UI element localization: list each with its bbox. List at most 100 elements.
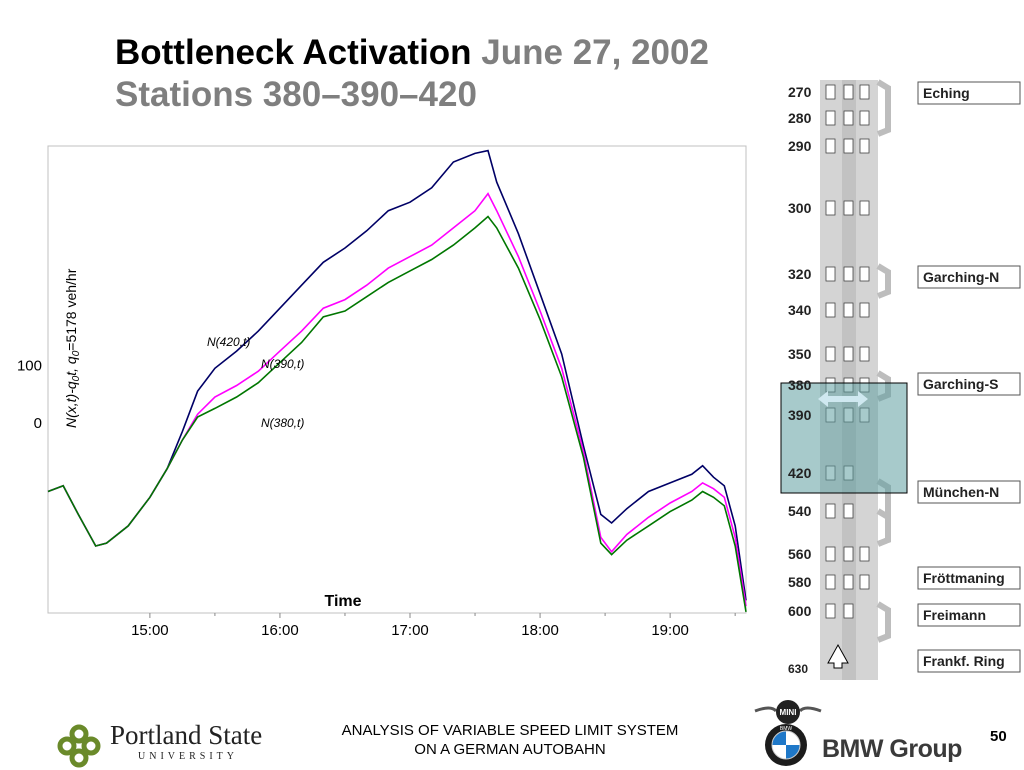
- annotation-n380: N(380,t): [261, 416, 304, 430]
- ramp: [876, 601, 891, 643]
- interchange-box: [917, 81, 1021, 105]
- station-label: 600: [788, 603, 812, 619]
- lane-sign-icon: [859, 110, 870, 126]
- x-tick-label: 18:00: [521, 622, 559, 639]
- interchange-label: Frankf. Ring: [923, 653, 1005, 669]
- interchange-label: Eching: [923, 85, 970, 101]
- x-tick-label: 16:00: [261, 622, 299, 639]
- x-tick-label: 17:00: [391, 622, 429, 639]
- lane-sign-icon: [859, 138, 870, 154]
- lane-sign-icon: [843, 503, 854, 519]
- page-number: 50: [990, 728, 1007, 745]
- lane-sign-icon: [843, 84, 854, 100]
- y-tick-label: 100: [17, 357, 42, 374]
- station-label: 560: [788, 546, 812, 562]
- title-date: June 27, 2002: [481, 33, 709, 72]
- interchange-label: Garching-N: [923, 269, 999, 285]
- station-label: 280: [788, 110, 812, 126]
- lane-sign-icon: [825, 346, 836, 362]
- bmw-text: BMW: [780, 726, 793, 732]
- interchange-box: [917, 566, 1021, 590]
- station-label: 390: [788, 407, 812, 423]
- annotation-n390: N(390,t): [261, 357, 304, 371]
- plot-area: [47, 145, 747, 614]
- station-label: 630: [788, 662, 808, 676]
- lane-sign-icon: [825, 110, 836, 126]
- interchange-label: Freimann: [923, 607, 986, 623]
- interchange-box: [917, 372, 1021, 396]
- footer-caption: ANALYSIS OF VARIABLE SPEED LIMIT SYSTEM …: [300, 721, 720, 759]
- psu-emblem-icon: [57, 724, 101, 768]
- bottleneck-arrow-icon: [818, 391, 868, 407]
- mini-text: MINI: [780, 708, 797, 717]
- station-label: 580: [788, 574, 812, 590]
- station-labels: 270 280 290 300 320 340 350 380 390 420 540 560 580 6…: [788, 84, 812, 676]
- y-tick-label: 0: [34, 415, 42, 432]
- direction-arrow-icon: [827, 643, 849, 669]
- mini-logo-icon: MINI: [754, 700, 822, 724]
- lane-sign-icon: [843, 110, 854, 126]
- interchange-box: [917, 265, 1021, 289]
- interchange-box: [917, 649, 1021, 673]
- lane-sign-icon: [843, 346, 854, 362]
- lane-sign-icon: [859, 346, 870, 362]
- interchange-label: Garching-S: [923, 376, 998, 392]
- title-sub: Stations 380–390–420: [115, 75, 477, 114]
- x-axis-label: Time: [324, 593, 361, 610]
- lane-sign-icon: [843, 574, 854, 590]
- ramp: [876, 263, 891, 299]
- lane-sign-icon: [825, 200, 836, 216]
- interchange-labels: Eching Garching-N Garching-S München-N Frött…: [917, 81, 1021, 673]
- ramp: [876, 508, 891, 547]
- interchange-box: [917, 480, 1021, 504]
- lane-sign-icon: [843, 302, 854, 318]
- annotation-n420: N(420,t): [207, 335, 250, 349]
- station-label: 290: [788, 138, 812, 154]
- lane-sign-icon: [825, 546, 836, 562]
- chart: 15:00 16:00 17:00 18:00 19:00 0 100 Time N(x,…: [17, 145, 747, 639]
- lane-sign-icon: [825, 603, 836, 619]
- lane-sign-icon: [843, 546, 854, 562]
- footer-line-2: ON A GERMAN AUTOBAHN: [414, 741, 606, 758]
- station-label: 380: [788, 377, 812, 393]
- bmw-group-label: BMW Group: [822, 735, 962, 763]
- psu-logo: Portland State UNIVERSITY: [55, 720, 295, 770]
- y-axis: 0 100: [17, 357, 42, 431]
- lane-sign-icon: [859, 200, 870, 216]
- lane-sign-icon: [825, 266, 836, 282]
- ramp: [876, 79, 891, 137]
- lane-sign-icon: [825, 302, 836, 318]
- lane-sign-icon: [859, 302, 870, 318]
- freeway-map: 270 280 290 300 320 340 350 380 390 420 540 560 580 6…: [780, 79, 1021, 680]
- lane-sign-icon: [859, 546, 870, 562]
- lane-sign-icon: [859, 574, 870, 590]
- series-line-n380: [47, 215, 747, 613]
- lane-sign-icon: [825, 84, 836, 100]
- x-axis: 15:00 16:00 17:00 18:00 19:00: [131, 613, 736, 639]
- station-label: 340: [788, 302, 812, 318]
- psu-sub: UNIVERSITY: [138, 751, 238, 762]
- slide-title: Bottleneck Activation June 27, 2002 Stat…: [115, 32, 709, 116]
- bmw-roundel-icon: BMW: [765, 724, 807, 766]
- lane-sign-icon: [859, 266, 870, 282]
- station-label: 420: [788, 465, 812, 481]
- lane-sign-icon: [843, 266, 854, 282]
- interchange-box: [917, 603, 1021, 627]
- x-tick-label: 19:00: [651, 622, 689, 639]
- station-label: 270: [788, 84, 812, 100]
- x-tick-label: 15:00: [131, 622, 169, 639]
- psu-name: Portland State: [110, 720, 263, 750]
- footer-line-1: ANALYSIS OF VARIABLE SPEED LIMIT SYSTEM: [341, 722, 679, 739]
- lane-sign-icon: [843, 138, 854, 154]
- station-label: 350: [788, 346, 812, 362]
- ramps: [876, 79, 891, 643]
- y-axis-label: N(x,t)-q0t, q0=5178 veh/hr: [63, 268, 82, 428]
- lane-sign-icon: [843, 603, 854, 619]
- lane-sign-icon: [859, 84, 870, 100]
- lane-sign-icon: [825, 574, 836, 590]
- station-label: 540: [788, 503, 812, 519]
- lane-sign-icon: [825, 138, 836, 154]
- lane-sign-icon: [843, 200, 854, 216]
- lane-sign-icon: [825, 503, 836, 519]
- interchange-label: München-N: [923, 484, 999, 500]
